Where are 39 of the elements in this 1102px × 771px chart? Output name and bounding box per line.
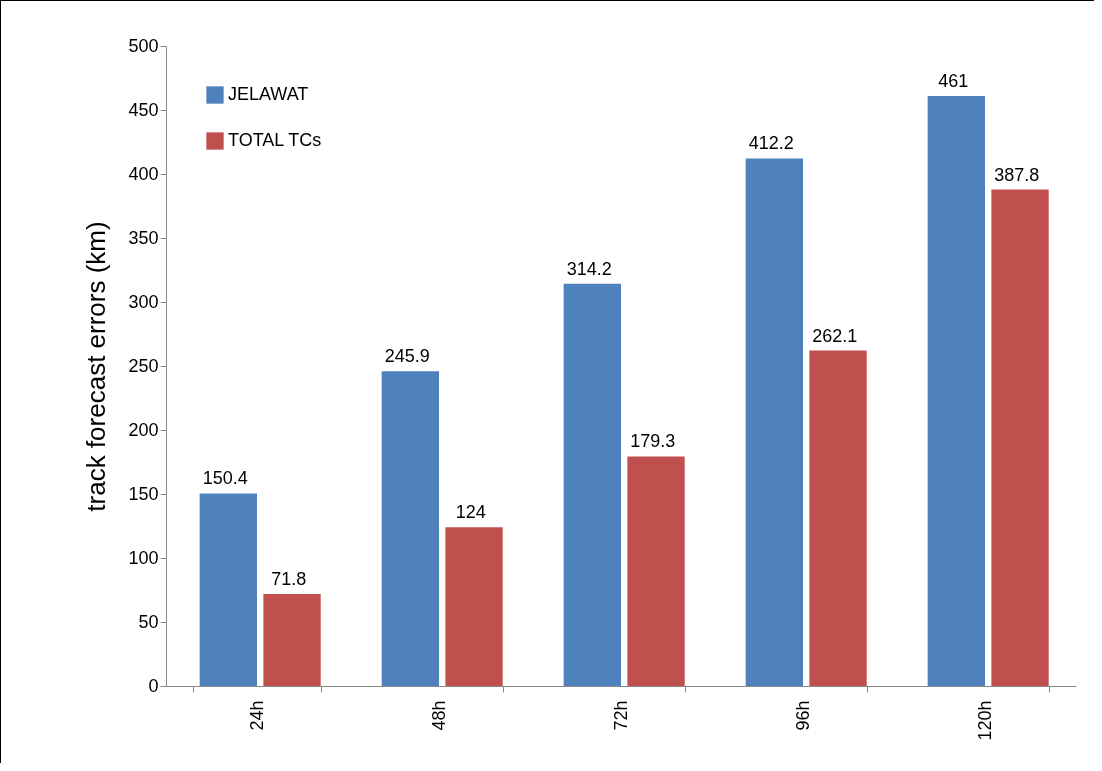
data-label: 412.2 [748,133,794,154]
y-tick-label: 100 [128,547,159,568]
data-label: 179.3 [630,431,676,452]
bar [991,189,1049,686]
x-tick-label: 120h [974,700,995,741]
y-tick-label: 300 [128,291,159,312]
y-tick-label: 500 [128,35,159,56]
bar [199,493,257,686]
y-axis-title: track forecast errors (km) [81,221,112,512]
x-tick-label: 48h [428,700,449,731]
y-tick-label: 0 [148,675,159,696]
y-tick-label: 350 [128,227,159,248]
y-tick-label: 450 [128,99,159,120]
data-label: 314.2 [566,258,612,279]
y-tick-label: 150 [128,483,159,504]
bar [445,527,503,686]
bar [927,95,985,686]
data-label: 245.9 [384,346,430,367]
data-label: 387.8 [994,164,1040,185]
x-tick-label: 24h [246,700,267,731]
x-tick-label: 72h [610,700,631,731]
data-label: 150.4 [202,468,248,489]
x-tick-label: 96h [792,700,813,731]
data-label: 262.1 [812,325,858,346]
bar [627,456,685,686]
data-label: 124 [455,502,486,523]
data-label: 71.8 [271,569,307,590]
data-label: 461 [938,70,969,91]
legend-label: TOTAL TCs [228,130,322,150]
y-tick-label: 200 [128,419,159,440]
y-tick-label: 250 [128,355,159,376]
bar [745,158,803,686]
y-tick-label: 50 [138,611,159,632]
legend-label: JELAWAT [228,84,309,104]
bar [381,371,439,686]
y-tick-label: 400 [128,163,159,184]
bar [563,283,621,686]
bar [263,594,321,686]
bar [809,350,867,686]
